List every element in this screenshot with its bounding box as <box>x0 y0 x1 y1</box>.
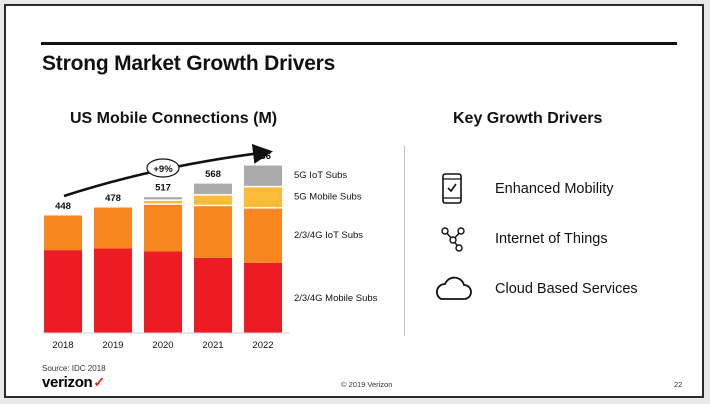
bar-total-label: 478 <box>105 193 121 204</box>
driver-label: Internet of Things <box>495 231 608 247</box>
legend-label: 2/3/4G Mobile Subs <box>294 293 378 304</box>
bar-segment <box>44 215 82 251</box>
bar-segment <box>244 187 282 208</box>
bar-total-label: 517 <box>155 183 171 194</box>
driver-item-internet-of-things: Internet of Things <box>431 222 681 256</box>
smartphone-check-icon <box>431 172 475 206</box>
source-note: Source: IDC 2018 <box>42 364 106 373</box>
bar-segment <box>244 208 282 263</box>
bar-segment <box>144 251 182 333</box>
legend-label: 2/3/4G IoT Subs <box>294 230 363 241</box>
drivers-title: Key Growth Drivers <box>453 110 603 127</box>
slide: Strong Market Growth Drivers US Mobile C… <box>4 4 704 398</box>
driver-item-cloud-based-services: Cloud Based Services <box>431 272 681 306</box>
bar-segment <box>144 204 182 252</box>
chart-title: US Mobile Connections (M) <box>70 110 278 127</box>
bar-segment <box>194 257 232 333</box>
x-tick-label: 2022 <box>252 340 273 351</box>
x-tick-label: 2018 <box>52 340 73 351</box>
bar-segment <box>194 206 232 258</box>
bar-total-label: 568 <box>205 169 221 180</box>
x-tick-label: 2020 <box>152 340 173 351</box>
page-title: Strong Market Growth Drivers <box>42 52 336 75</box>
cloud-icon <box>431 272 475 306</box>
x-tick-label: 2021 <box>202 340 223 351</box>
copyright: © 2019 Verizon <box>341 380 393 389</box>
bar-total-label: 448 <box>55 201 71 212</box>
bar-segment <box>94 207 132 249</box>
x-tick-label: 2019 <box>102 340 123 351</box>
driver-label: Cloud Based Services <box>495 281 638 297</box>
legend-label: 5G Mobile Subs <box>294 191 362 202</box>
bar-segment <box>244 262 282 333</box>
section-divider <box>404 146 405 336</box>
verizon-logo: verizon✓ <box>42 374 105 391</box>
bar-segment <box>94 248 132 333</box>
bar-segment <box>144 200 182 204</box>
cagr-label: +9% <box>153 164 173 175</box>
bar-segment <box>144 197 182 200</box>
iot-network-icon <box>431 222 475 256</box>
bar-segment <box>244 165 282 186</box>
legend-label: 5G IoT Subs <box>294 170 347 181</box>
driver-label: Enhanced Mobility <box>495 181 614 197</box>
brand-check-icon: ✓ <box>93 374 105 390</box>
bar-segment <box>194 183 232 195</box>
cagr-bubble <box>146 158 180 178</box>
page-number: 22 <box>674 380 683 389</box>
driver-item-enhanced-mobility: Enhanced Mobility <box>431 172 681 206</box>
brand-wordmark: verizon <box>42 374 93 391</box>
bar-segment <box>44 250 82 333</box>
title-rule <box>41 42 677 45</box>
bar-segment <box>194 195 232 205</box>
